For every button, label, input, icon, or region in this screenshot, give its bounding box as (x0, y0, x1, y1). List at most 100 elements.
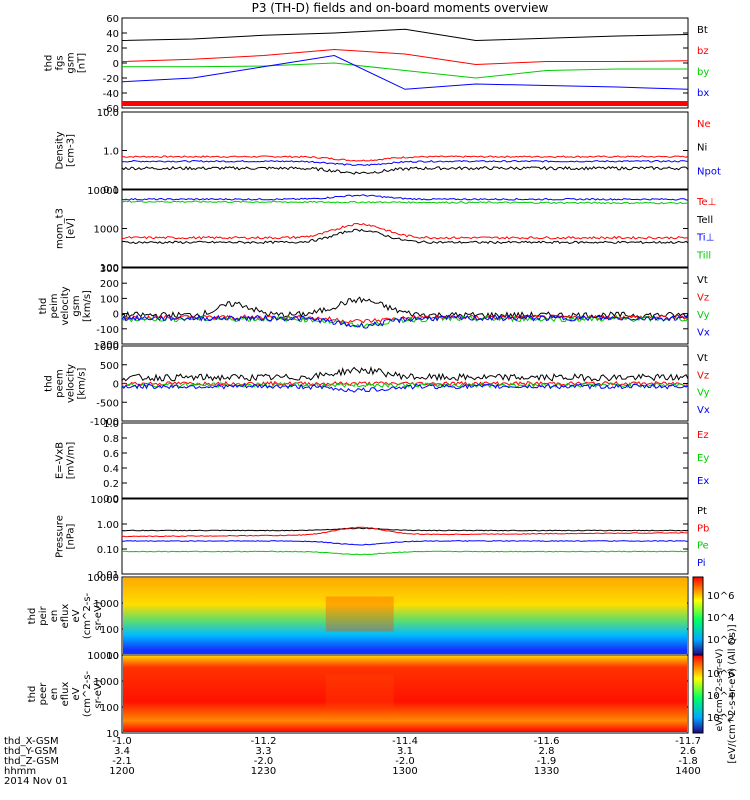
te-perp-line (121, 222, 689, 240)
y-axis-label: eV (71, 609, 82, 622)
series-bt (121, 28, 689, 42)
x-tick-label: 1330 (534, 766, 559, 777)
y-tick-label: 0.0 (103, 494, 119, 505)
y-tick-label: 100 (100, 294, 119, 305)
y-axis-label: sr-eV) (93, 601, 104, 630)
y-tick-label: 1.00 (97, 520, 119, 531)
colorbar-label: [eV/(cm^2-s-sr-eV) (All Qs)] (727, 624, 738, 763)
x-tick-label: -1.9 (537, 756, 557, 767)
y-axis-label: [eV] (66, 218, 77, 239)
y-tick-label: 0.01 (97, 570, 119, 581)
y-axis-label: thd (44, 55, 55, 72)
colorbar-ion (692, 576, 704, 656)
y-axis-label: eflux (60, 604, 71, 629)
vt-electron-line (121, 366, 689, 382)
y-axis-label: [km/s] (82, 290, 93, 322)
y-tick-label: 20 (106, 44, 119, 55)
panel-frame (121, 267, 689, 345)
legend-pt: Pt (697, 506, 707, 517)
x-tick-label: 1200 (109, 766, 134, 777)
y-tick-label: 100 (100, 703, 119, 714)
series-bx (121, 54, 689, 90)
y-axis-label: en (49, 610, 60, 623)
vz-electron-line (121, 380, 689, 387)
y-tick-label: 500 (100, 361, 119, 372)
x-row-label: thd_Y-GSM (4, 746, 57, 757)
y-tick-label: 100 (100, 263, 119, 274)
y-axis-label: [nPa] (66, 523, 77, 549)
y-tick-label: 1.0 (103, 419, 119, 430)
plot-title: P3 (TH-D) fields and on-board moments ov… (252, 1, 549, 15)
legend-vz: Vz (697, 293, 709, 304)
x-tick-label: 1300 (392, 766, 417, 777)
legend-ex: Ex (697, 476, 709, 487)
colorbar-tick: 10^4 (707, 613, 734, 624)
y-tick-label: 0.1 (103, 185, 119, 196)
y-axis-label: Density (55, 131, 66, 169)
y-tick-label: -40 (103, 89, 119, 100)
y-axis-label: [mV/m] (66, 442, 77, 480)
y-axis-label: gsm (66, 52, 77, 73)
y-axis-label: thd (38, 298, 49, 315)
y-axis-label: peem (55, 369, 66, 397)
y-axis-label: [km/s] (77, 367, 88, 399)
panel-6: 1.0 0.8 0.6 0.4 0.2 0.0 E=-VxB [mV/m] Ez Ey Ex (55, 419, 710, 505)
y-tick-label: -1000 (90, 417, 119, 428)
colorbar-tick: 10^4 (707, 691, 734, 702)
pt-line (121, 527, 689, 532)
ti-perp-line (121, 194, 689, 201)
legend-vy: Vy (697, 388, 710, 399)
y-tick-label: 10000 (87, 186, 119, 197)
y-axis-label: Pressure (55, 515, 66, 558)
vx-ion-line (121, 314, 689, 329)
y-axis-label: peir (38, 605, 49, 625)
y-axis-label: sr-eV) (93, 679, 104, 708)
legend-vt: Vt (697, 353, 708, 364)
x-row-label: hhmm (4, 766, 36, 777)
y-tick-label: 300 (100, 264, 119, 275)
y-tick-label: -20 (103, 74, 119, 85)
ti-para-line (121, 200, 689, 205)
x-tick-label: -1.0 (112, 736, 132, 747)
y-tick-label: 1.0 (103, 147, 119, 158)
y-tick-label: 10 (106, 651, 119, 662)
y-tick-label: 10 (106, 729, 119, 740)
quality-flag-bar (122, 101, 688, 106)
ni-line (121, 165, 689, 175)
panel-frame (121, 111, 689, 190)
y-axis-label: fgs (55, 55, 66, 70)
x-axis-group: thd_X-GSM -1.0 -11.2 -11.4 -11.6 -11.7 thd_Y-G… (4, 736, 701, 787)
x-tick-label: 2.8 (539, 746, 555, 757)
vx-electron-line (121, 383, 689, 393)
y-tick-label: 0.10 (97, 545, 119, 556)
x-tick-label: -11.2 (251, 736, 277, 747)
x-tick-label: -2.0 (254, 756, 274, 767)
y-tick-label: 60 (106, 14, 119, 25)
pi-line (121, 540, 689, 546)
panel-3: 10000 1000 100 mom_t3 [eV] Te⊥ Tell Ti⊥ Till (55, 186, 717, 274)
x-tick-label: 1400 (675, 766, 700, 777)
ion-spectrogram-enhancement (325, 596, 394, 632)
y-tick-label: 10000 (87, 651, 119, 662)
y-tick-label: 0.8 (103, 434, 119, 445)
y-tick-label: 0 (113, 310, 119, 321)
x-tick-label: -2.0 (395, 756, 415, 767)
panel-frame (121, 17, 689, 109)
x-tick-label: -11.4 (392, 736, 418, 747)
legend-tell: Tell (696, 215, 713, 226)
y-tick-label: 0 (113, 59, 119, 70)
y-tick-label: 0.4 (103, 464, 119, 475)
colorbar-tick: 10^2 (707, 635, 734, 646)
ion-spectrogram (123, 578, 687, 654)
y-tick-label: -100 (96, 325, 119, 336)
npot-line (121, 159, 689, 166)
x-tick-label: -11.7 (675, 736, 701, 747)
colorbar-tick: 10^6 (707, 591, 734, 602)
legend-ni: Ni (697, 143, 707, 154)
legend-till: Till (696, 250, 711, 261)
y-tick-label: 200 (100, 279, 119, 290)
te-para-line (121, 228, 689, 245)
legend-ti⊥: Ti⊥ (696, 233, 714, 244)
